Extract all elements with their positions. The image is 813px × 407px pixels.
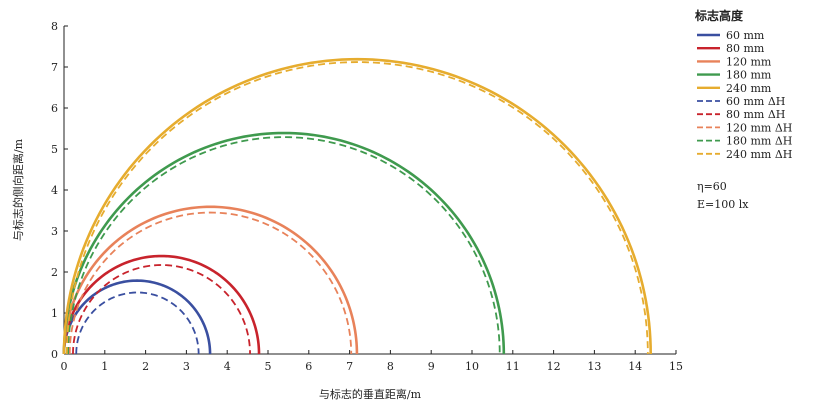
legend-label: 180 mm ΔH bbox=[726, 135, 792, 148]
x-tick-label: 10 bbox=[465, 360, 479, 373]
series-line-3 bbox=[62, 131, 506, 355]
annotation-text: E=100 lx bbox=[697, 198, 749, 211]
x-tick-label: 11 bbox=[506, 360, 520, 373]
y-tick-label: 4 bbox=[51, 184, 58, 197]
x-tick-label: 8 bbox=[387, 360, 394, 373]
x-tick-label: 15 bbox=[669, 360, 683, 373]
series-line-6 bbox=[72, 264, 251, 355]
x-tick-label: 9 bbox=[428, 360, 435, 373]
y-tick-label: 0 bbox=[51, 348, 58, 361]
y-tick-label: 2 bbox=[51, 266, 58, 279]
x-tick-label: 14 bbox=[628, 360, 642, 373]
legend-label: 120 mm bbox=[726, 55, 772, 68]
legend-label: 80 mm ΔH bbox=[726, 108, 785, 121]
series-line-8 bbox=[67, 136, 501, 355]
y-tick-label: 8 bbox=[51, 20, 58, 33]
y-tick-label: 6 bbox=[51, 102, 58, 115]
axes: 与标志的垂直距离/m 与标志的侧向距离/m bbox=[11, 26, 676, 401]
x-tick-label: 0 bbox=[61, 360, 68, 373]
x-tick-label: 4 bbox=[224, 360, 231, 373]
legend-label: 120 mm ΔH bbox=[726, 121, 792, 134]
x-tick-label: 5 bbox=[265, 360, 272, 373]
x-tick-label: 2 bbox=[142, 360, 149, 373]
series-line-7 bbox=[68, 211, 353, 355]
legend-label: 80 mm bbox=[726, 42, 765, 55]
series-line-5 bbox=[75, 291, 200, 355]
y-tick-label: 7 bbox=[51, 61, 58, 74]
legend-label: 60 mm bbox=[726, 29, 765, 42]
legend-label: 240 mm bbox=[726, 82, 772, 95]
y-tick-label: 5 bbox=[51, 143, 58, 156]
series-line-9 bbox=[65, 61, 649, 355]
y-tick-label: 1 bbox=[51, 307, 58, 320]
y-axis-title: 与标志的侧向距离/m bbox=[11, 138, 25, 241]
x-tick-label: 7 bbox=[346, 360, 353, 373]
series-line-4 bbox=[62, 57, 652, 355]
x-axis-title: 与标志的垂直距离/m bbox=[319, 387, 422, 401]
legend-title: 标志高度 bbox=[694, 8, 744, 23]
annotation-text: η=60 bbox=[697, 180, 727, 193]
x-tick-label: 12 bbox=[547, 360, 561, 373]
x-tick-label: 13 bbox=[587, 360, 601, 373]
legend-label: 60 mm ΔH bbox=[726, 95, 785, 108]
x-tick-label: 1 bbox=[101, 360, 108, 373]
series bbox=[62, 57, 652, 355]
series-line-1 bbox=[62, 254, 261, 355]
legend-label: 240 mm ΔH bbox=[726, 148, 792, 161]
series-line-2 bbox=[62, 205, 359, 355]
x-tick-label: 6 bbox=[305, 360, 312, 373]
annotations: η=60 E=100 lx bbox=[697, 180, 749, 211]
x-tick-label: 3 bbox=[183, 360, 190, 373]
y-tick-label: 3 bbox=[51, 225, 58, 238]
legend-label: 180 mm bbox=[726, 69, 772, 82]
